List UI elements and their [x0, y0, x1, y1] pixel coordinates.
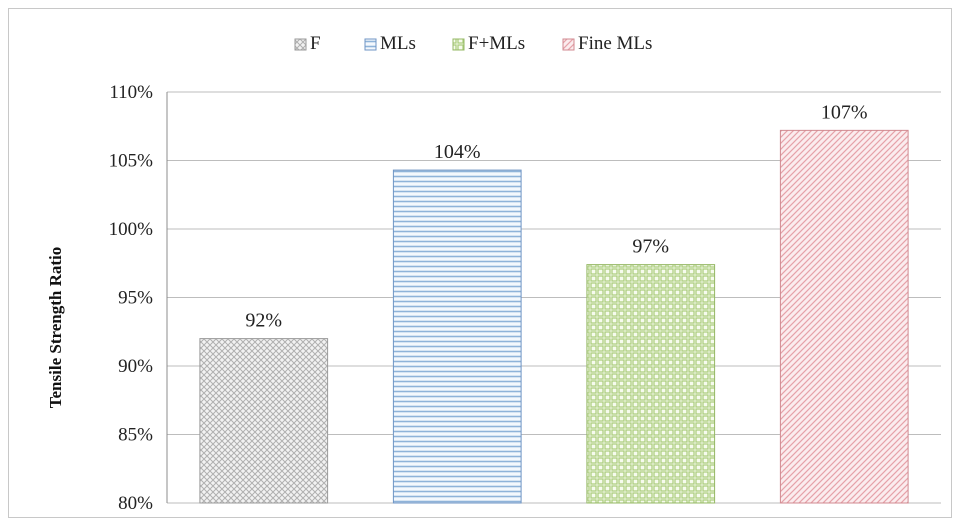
y-tick-label: 110%: [109, 82, 153, 103]
y-tick-label: 105%: [109, 151, 154, 172]
y-tick-label: 80%: [118, 493, 153, 514]
y-tick-label: 85%: [118, 425, 153, 446]
legend-label: Fine MLs: [578, 33, 652, 54]
legend-swatch: [562, 38, 575, 51]
bar-f: [199, 338, 329, 504]
legend-swatch: [364, 38, 377, 51]
chart-frame: F MLs F+MLs Fine MLs 80% 85% 90% 95% 100% 105% 11…: [8, 8, 952, 518]
legend-swatch: [452, 38, 465, 51]
legend-swatch: [294, 38, 307, 51]
legend: F MLs F+MLs Fine MLs: [294, 33, 652, 54]
bar-chart: F MLs F+MLs Fine MLs 80% 85% 90% 95% 100% 105% 11…: [46, 33, 941, 514]
y-axis-title: Tensile Strength Ratio: [46, 247, 65, 409]
bar-mls: [392, 169, 522, 504]
data-labels: 92% 104% 97% 107%: [245, 101, 867, 331]
bar-fine-mls: [779, 129, 909, 504]
y-tick-label: 100%: [109, 219, 154, 240]
y-tick-label: 95%: [118, 288, 153, 309]
y-tick-label: 90%: [118, 356, 153, 377]
y-axis: 80% 85% 90% 95% 100% 105% 110%: [109, 82, 168, 514]
legend-label: MLs: [380, 33, 416, 54]
data-label: 97%: [632, 236, 669, 258]
data-label: 92%: [245, 310, 282, 332]
bar-f-mls: [586, 264, 716, 504]
data-label: 104%: [434, 141, 481, 163]
data-label: 107%: [821, 101, 868, 123]
legend-label: F: [310, 33, 321, 54]
bars: [199, 129, 909, 504]
legend-label: F+MLs: [468, 33, 525, 54]
